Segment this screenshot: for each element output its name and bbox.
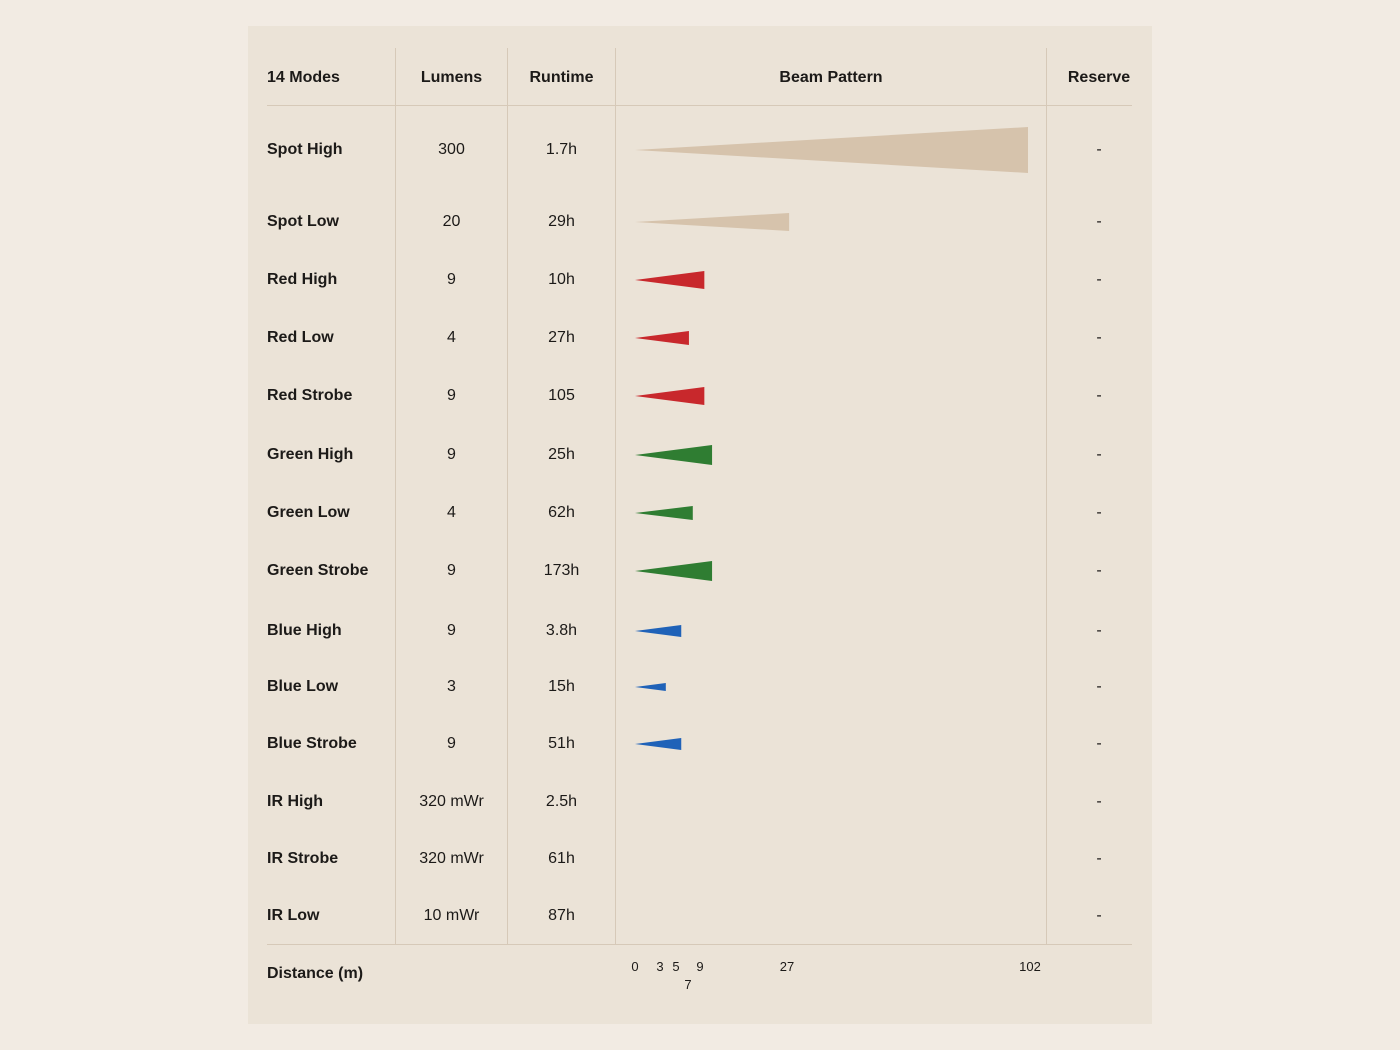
row-lumens: 320 mWr [419,793,484,810]
row-runtime: 27h [548,329,575,346]
distance-axis-label: Distance (m) [267,965,364,982]
row-reserve: - [1096,735,1102,752]
beam-blue-strobe [635,738,682,750]
row-mode-name: Blue High [267,622,342,639]
row-mode-name: Spot High [267,141,343,158]
row-mode-name: IR High [267,793,323,810]
beam-green-high [635,445,713,465]
row-runtime: 15h [548,678,575,695]
row-lumens: 4 [447,329,456,346]
row-reserve: - [1096,213,1102,230]
row-reserve: - [1096,387,1102,404]
row-runtime: 29h [548,213,575,230]
row-reserve: - [1096,793,1102,810]
row-runtime: 105 [548,387,575,404]
beam-green-low [635,506,693,520]
distance-tick: 5 [672,959,680,974]
header-beam-pattern: Beam Pattern [779,69,883,86]
row-mode-name: Spot Low [267,213,339,230]
row-runtime: 51h [548,735,575,752]
row-lumens: 3 [447,678,456,695]
distance-tick: 3 [656,959,664,974]
row-lumens: 20 [442,213,461,230]
row-reserve: - [1096,678,1102,695]
row-mode-name: Green Strobe [267,562,369,579]
row-mode-name: Red High [267,271,338,288]
header-modes: 14 Modes [267,69,340,86]
row-reserve: - [1096,141,1102,158]
beam-table-card: 14 Modes Lumens Runtime Beam Pattern Res… [248,26,1152,1024]
row-reserve: - [1096,504,1102,521]
row-mode-name: Red Strobe [267,387,353,404]
distance-tick: 102 [1019,959,1041,974]
row-mode-name: Blue Strobe [267,735,357,752]
footer-rule [267,944,1132,945]
row-runtime: 25h [548,446,575,463]
row-lumens: 9 [447,387,456,404]
row-runtime: 2.5h [545,793,578,810]
distance-tick: 7 [684,977,692,992]
row-lumens: 9 [447,622,456,639]
row-lumens: 9 [447,446,456,463]
row-mode-name: Green High [267,446,354,463]
divider-lumens [507,48,508,944]
row-runtime: 173h [543,562,580,579]
divider-modes [395,48,396,944]
row-lumens: 300 [438,141,465,158]
divider-runtime [615,48,616,944]
row-mode-name: Green Low [267,504,350,521]
row-mode-name: IR Low [267,907,320,924]
beam-red-low [635,331,689,345]
beam-red-high [635,271,705,289]
row-mode-name: Blue Low [267,678,339,695]
beam-red-strobe [635,387,705,405]
row-lumens: 9 [447,271,456,288]
row-reserve: - [1096,271,1102,288]
row-lumens: 4 [447,504,456,521]
row-reserve: - [1096,622,1102,639]
header-runtime: Runtime [529,69,594,86]
row-reserve: - [1096,329,1102,346]
distance-tick: 0 [631,959,639,974]
row-runtime: 3.8h [545,622,578,639]
row-runtime: 61h [548,850,575,867]
row-runtime: 10h [548,271,575,288]
row-reserve: - [1096,907,1102,924]
row-lumens: 9 [447,735,456,752]
row-lumens: 320 mWr [419,850,484,867]
beam-green-strobe [635,561,713,581]
row-lumens: 9 [447,562,456,579]
divider-beam [1046,48,1047,944]
beam-blue-low [635,683,666,691]
distance-tick: 27 [779,959,795,974]
row-reserve: - [1096,562,1102,579]
header-rule [267,105,1132,106]
row-lumens: 10 mWr [423,907,480,924]
beam-spot-high [635,127,1028,173]
beam-pattern-chart [635,127,1028,750]
header-reserve: Reserve [1067,69,1131,86]
row-runtime: 1.7h [545,141,578,158]
row-reserve: - [1096,850,1102,867]
row-runtime: 87h [548,907,575,924]
row-runtime: 62h [548,504,575,521]
beam-spot-low [635,213,790,231]
beam-blue-high [635,625,682,637]
distance-tick: 9 [696,959,704,974]
row-reserve: - [1096,446,1102,463]
row-mode-name: Red Low [267,329,334,346]
row-mode-name: IR Strobe [267,850,339,867]
header-lumens: Lumens [420,69,483,86]
